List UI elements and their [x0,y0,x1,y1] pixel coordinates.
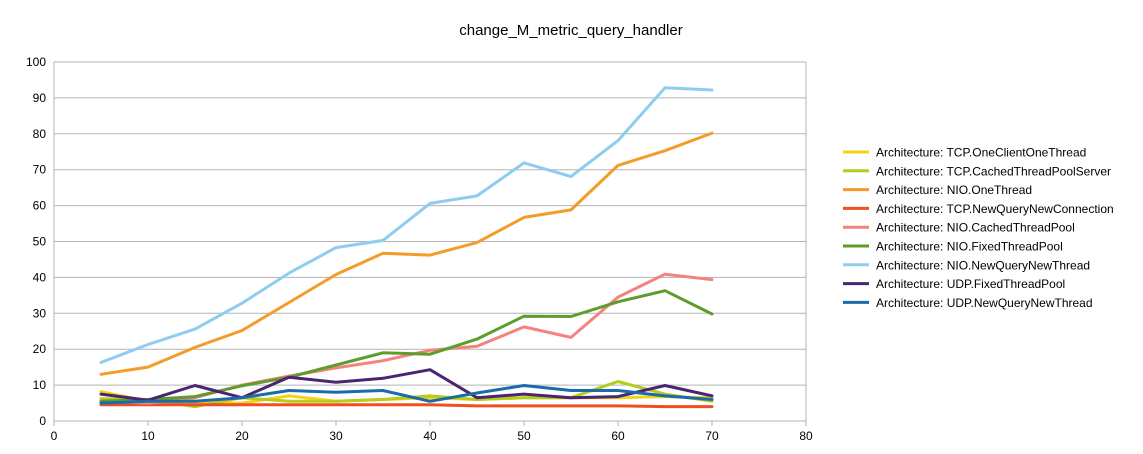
y-tick-label: 60 [33,199,47,213]
y-tick-label: 40 [33,270,47,284]
y-tick-label: 50 [33,235,47,249]
legend-entry: Architecture: TCP.NewQueryNewConnection [876,202,1114,216]
y-tick-label: 20 [33,342,47,356]
legend-entry: Architecture: NIO.NewQueryNewThread [876,258,1090,272]
series-line-4 [99,403,714,409]
chart-title: change_M_metric_query_handler [459,22,682,39]
series-line-6 [99,289,714,403]
legend: Architecture: TCP.OneClientOneThread Arch… [843,146,1114,310]
legend-entry: Architecture: NIO.CachedThreadPool [876,221,1075,235]
x-tick-label: 10 [141,429,155,443]
series-line-3 [99,131,714,376]
series-lines [99,86,714,409]
legend-entry: Architecture: UDP.NewQueryNewThread [876,296,1093,310]
x-tick-label: 80 [799,429,813,443]
grid [54,61,806,422]
legend-entry: Architecture: TCP.CachedThreadPoolServer [876,164,1111,178]
legend-entry: Architecture: TCP.OneClientOneThread [876,146,1086,160]
y-tick-label: 30 [33,306,47,320]
y-tick-label: 0 [39,414,46,428]
y-tick-label: 10 [33,378,47,392]
x-tick-label: 60 [611,429,625,443]
x-tick-label: 70 [705,429,719,443]
x-tick-label: 0 [51,429,58,443]
series-line-9 [99,384,714,405]
legend-entry: Architecture: NIO.OneThread [876,183,1032,197]
y-tick-label: 100 [26,55,46,69]
x-tick-label: 30 [329,429,343,443]
x-tick-label: 40 [423,429,437,443]
series-line-8 [99,368,714,402]
legend-entry: Architecture: NIO.FixedThreadPool [876,240,1063,254]
x-tick-label: 20 [235,429,249,443]
y-tick-label: 70 [33,163,47,177]
legend-entry: Architecture: UDP.FixedThreadPool [876,277,1065,291]
axes: 0 10 20 30 40 50 60 70 80 90 100 0 10 20 30 40 50 60 70 80 [26,55,813,443]
series-line-5 [99,272,714,405]
y-tick-label: 90 [33,91,47,105]
series-line-7 [99,86,714,364]
x-tick-label: 50 [517,429,531,443]
y-tick-label: 80 [33,127,47,141]
